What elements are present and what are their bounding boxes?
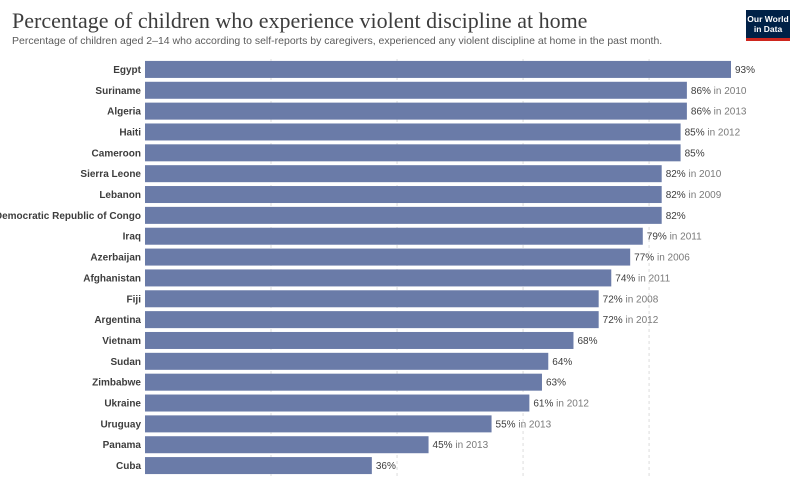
value-label: 82% in 2009: [666, 190, 722, 201]
bar: [145, 144, 681, 162]
category-label: Vietnam: [102, 336, 141, 347]
year-label: in 2013: [516, 419, 552, 430]
year-label: in 2012: [553, 399, 589, 410]
value-label: 45% in 2013: [433, 440, 489, 451]
category-label: Cameroon: [92, 148, 141, 159]
bar: [145, 123, 681, 141]
value-label: 74% in 2011: [615, 273, 670, 284]
year-label: in 2010: [711, 86, 747, 97]
year-label: in 2013: [453, 440, 489, 451]
value-label: 61% in 2012: [533, 399, 589, 410]
value-label: 55% in 2013: [496, 419, 552, 430]
year-label: in 2013: [711, 107, 747, 118]
year-label: in 2009: [686, 190, 722, 201]
bar: [145, 81, 687, 99]
bar: [145, 394, 530, 412]
value-label: 72% in 2008: [603, 294, 659, 305]
bar: [145, 331, 574, 349]
year-label: in 2012: [623, 315, 659, 326]
value-label: 86% in 2013: [691, 107, 747, 118]
year-label: in 2011: [667, 232, 702, 243]
category-label: Argentina: [94, 315, 141, 326]
year-label: in 2008: [623, 294, 659, 305]
bar: [145, 415, 492, 433]
value-label: 72% in 2012: [603, 315, 659, 326]
bar: [145, 165, 662, 183]
value-label: 82%: [666, 211, 686, 222]
value-label: 63%: [546, 378, 566, 389]
category-label: Egypt: [113, 65, 141, 76]
value-label: 77% in 2006: [634, 253, 690, 264]
category-label: Uruguay: [100, 419, 141, 430]
bar: [145, 102, 687, 120]
bar: [145, 248, 631, 266]
value-label: 68%: [577, 336, 597, 347]
category-label: Ukraine: [104, 399, 141, 410]
chart-subtitle: Percentage of children aged 2–14 who acc…: [12, 35, 663, 47]
category-label: Suriname: [95, 86, 141, 97]
category-label: Fiji: [127, 294, 142, 305]
year-label: in 2010: [686, 169, 722, 180]
bar: [145, 269, 612, 287]
value-label: 64%: [552, 357, 572, 368]
bar: [145, 457, 372, 475]
bar: [145, 60, 731, 78]
category-label: Afghanistan: [83, 273, 141, 284]
category-label: Haiti: [119, 127, 141, 138]
year-label: in 2011: [635, 273, 670, 284]
category-label: Zimbabwe: [92, 378, 141, 389]
bar: [145, 290, 599, 308]
bar: [145, 227, 643, 245]
category-label: Lebanon: [99, 190, 141, 201]
category-label: Democratic Republic of Congo: [0, 211, 141, 222]
bar: [145, 352, 549, 370]
value-label: 93%: [735, 65, 755, 76]
owid-logo[interactable]: Our World in Data: [746, 10, 790, 41]
bar: [145, 373, 542, 391]
category-label: Sudan: [110, 357, 141, 368]
bar: [145, 186, 662, 204]
value-label: 85%: [685, 148, 705, 159]
category-label: Azerbaijan: [90, 253, 141, 264]
category-label: Sierra Leone: [80, 169, 141, 180]
value-label: 86% in 2010: [691, 86, 747, 97]
value-label: 79% in 2011: [647, 232, 702, 243]
value-label: 82% in 2010: [666, 169, 722, 180]
bar: [145, 436, 429, 454]
logo-line-2: in Data: [753, 24, 783, 34]
category-label: Algeria: [107, 107, 141, 118]
category-label: Iraq: [123, 232, 141, 243]
year-label: in 2006: [654, 253, 690, 264]
value-label: 85% in 2012: [685, 127, 741, 138]
year-label: in 2012: [705, 127, 741, 138]
category-label: Panama: [103, 440, 142, 451]
logo-line-1: Our World: [747, 14, 789, 24]
bar: [145, 206, 662, 224]
value-label: 36%: [376, 461, 396, 472]
category-label: Cuba: [116, 461, 141, 472]
chart-title: Percentage of children who experience vi…: [12, 8, 588, 33]
bar: [145, 311, 599, 329]
